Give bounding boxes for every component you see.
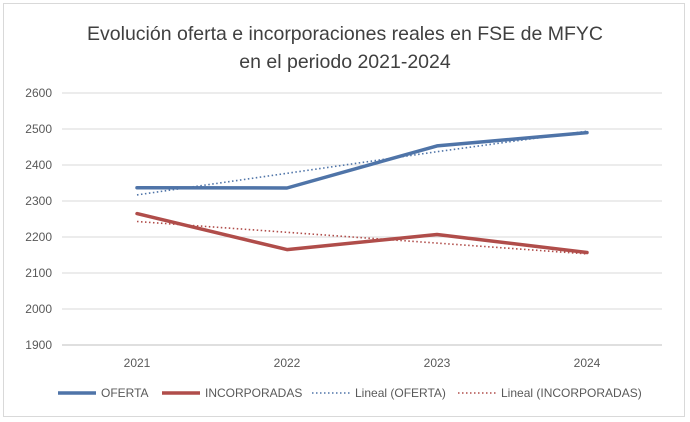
y-tick-label: 2500 — [25, 122, 52, 136]
chart-title-line-1: Evolución oferta e incorporaciones reale… — [87, 23, 603, 45]
chart-title: Evolución oferta e incorporaciones reale… — [0, 20, 690, 76]
legend-label: Lineal (INCORPORADAS) — [501, 386, 642, 400]
gridlines — [62, 92, 662, 346]
y-tick-label: 2200 — [25, 230, 52, 244]
y-tick-label: 2100 — [25, 266, 52, 280]
y-tick-label: 2000 — [25, 302, 52, 316]
x-tick-label: 2023 — [424, 356, 451, 370]
x-tick-label: 2021 — [124, 356, 151, 370]
series-line-oferta — [135, 130, 589, 190]
x-axis: 2021 2022 2023 2024 — [124, 356, 601, 370]
y-tick-label: 2300 — [25, 194, 52, 208]
series-lines — [135, 130, 589, 255]
series-line-lineal-incorporadas — [136, 220, 588, 255]
legend-label: INCORPORADAS — [205, 386, 302, 400]
x-tick-label: 2024 — [574, 356, 601, 370]
y-tick-label: 1900 — [25, 338, 52, 352]
chart-title-line-2: en el periodo 2021-2024 — [239, 51, 451, 73]
legend: OFERTA INCORPORADAS Lineal (OFERTA) Lineal … — [58, 386, 642, 400]
chart-frame — [3, 3, 685, 417]
legend-label: OFERTA — [101, 386, 149, 400]
y-tick-label: 2600 — [25, 86, 52, 100]
y-tick-label: 2400 — [25, 158, 52, 172]
y-axis: 1900 2000 2100 2200 2300 2400 2500 2600 — [25, 86, 52, 352]
series-line-incorporadas — [135, 211, 589, 255]
series-line-lineal-oferta — [136, 130, 588, 196]
legend-label: Lineal (OFERTA) — [355, 386, 446, 400]
x-tick-label: 2022 — [274, 356, 301, 370]
